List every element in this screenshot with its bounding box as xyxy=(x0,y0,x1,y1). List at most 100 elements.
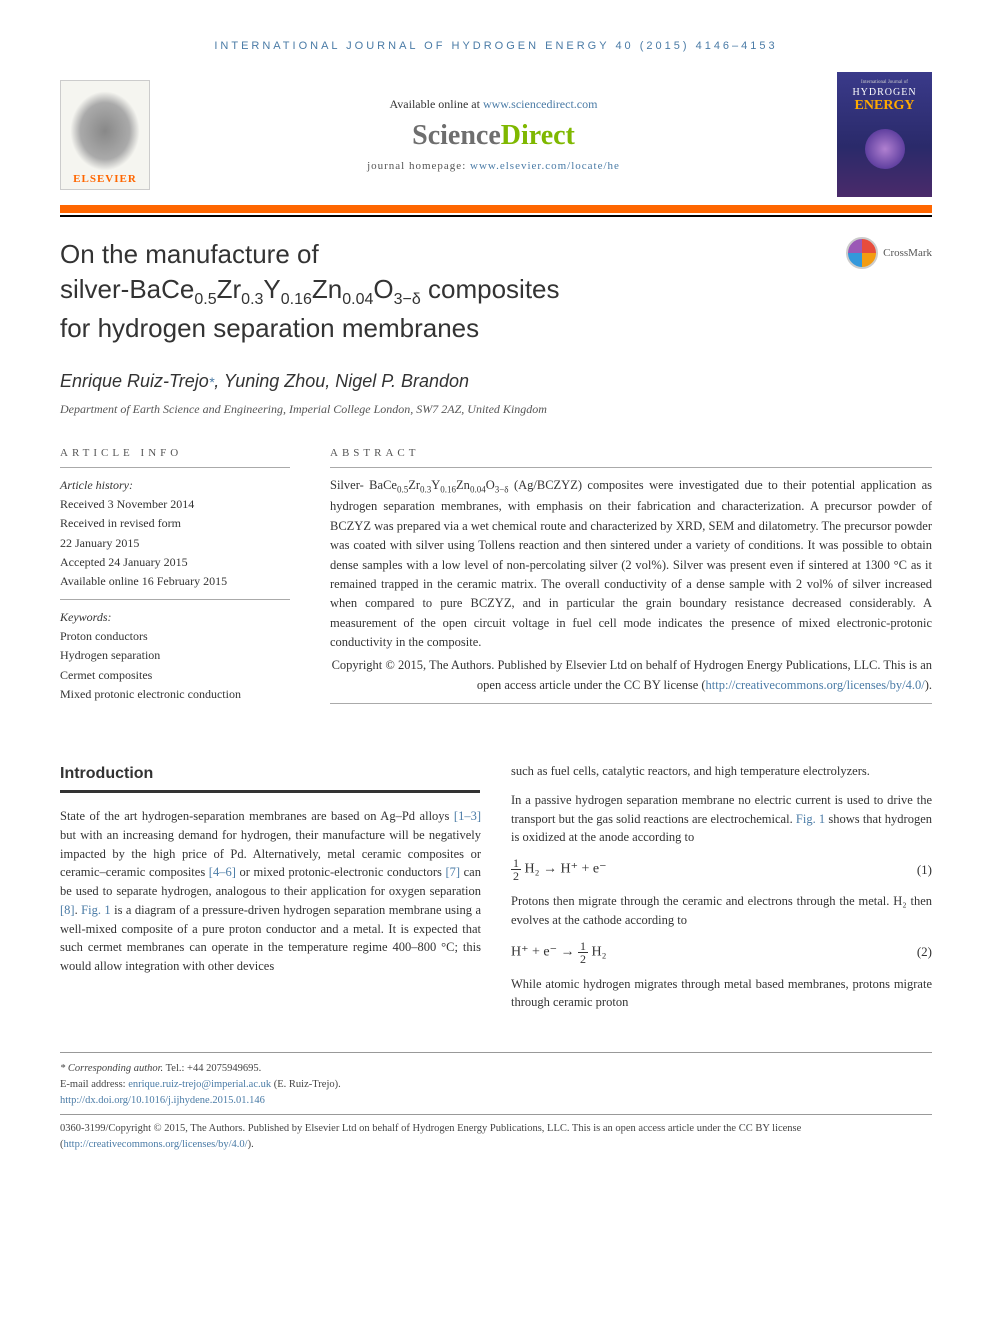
title-line1: On the manufacture of xyxy=(60,239,319,269)
issn-close: ). xyxy=(248,1139,254,1150)
body-column-left: Introduction State of the art hydrogen-s… xyxy=(60,762,481,1022)
elsevier-tree-icon xyxy=(70,91,140,171)
copyright-close: ). xyxy=(925,678,932,692)
abstract-heading: ABSTRACT xyxy=(330,447,932,459)
eq2-number: (2) xyxy=(917,942,932,962)
col2-p4: While atomic hydrogen migrates through m… xyxy=(511,975,932,1013)
info-abstract-row: ARTICLE INFO Article history: Received 3… xyxy=(60,447,932,712)
elsevier-logo[interactable]: ELSEVIER xyxy=(60,80,150,190)
eq2-pre: H⁺ + e⁻ → xyxy=(511,944,578,959)
keyword-1: Proton conductors xyxy=(60,627,290,646)
homepage-url[interactable]: www.elsevier.com/locate/he xyxy=(470,160,620,172)
eq1-expr: H₂ → H⁺ + e⁻ xyxy=(525,862,607,877)
abs-s3: 0.16 xyxy=(440,484,456,494)
title-o: O xyxy=(373,274,393,304)
abs-s5: 3−δ xyxy=(495,484,509,494)
journal-header-line: INTERNATIONAL JOURNAL OF HYDROGEN ENERGY… xyxy=(60,40,932,52)
author-1[interactable]: Enrique Ruiz-Trejo xyxy=(60,371,209,391)
abs-o: O xyxy=(486,478,495,492)
sciencedirect-logo[interactable]: ScienceDirect xyxy=(150,120,837,152)
introduction-heading: Introduction xyxy=(60,762,481,786)
sd-science-text: Science xyxy=(412,120,501,151)
equation-2: H⁺ + e⁻ → 12 H₂ (2) xyxy=(511,940,932,965)
fig-link-2[interactable]: Fig. 1 xyxy=(796,812,825,826)
history-online: Available online 16 February 2015 xyxy=(60,572,290,591)
title-sub3: 0.16 xyxy=(281,291,312,308)
col2-p3: Protons then migrate through the ceramic… xyxy=(511,892,932,930)
eq1-frac: 12 xyxy=(511,857,521,882)
issn-copyright-line: 0360-3199/Copyright © 2015, The Authors.… xyxy=(60,1121,932,1153)
keywords-label: Keywords: xyxy=(60,608,290,627)
body-column-right: such as fuel cells, catalytic reactors, … xyxy=(511,762,932,1022)
cc-license-link[interactable]: http://creativecommons.org/licenses/by/4… xyxy=(706,678,925,692)
history-accepted: Accepted 24 January 2015 xyxy=(60,553,290,572)
cover-top-text: International Journal of xyxy=(861,80,908,85)
abs-s4: 0.04 xyxy=(470,484,486,494)
abs-pre: Silver- BaCe xyxy=(330,478,397,492)
info-divider-2 xyxy=(60,599,290,600)
intro-heading-bar xyxy=(60,790,480,793)
available-online-text: Available online at www.sciencedirect.co… xyxy=(150,97,837,112)
title-zr: Zr xyxy=(217,274,242,304)
col2-p2: In a passive hydrogen separation membran… xyxy=(511,791,932,847)
ref-link-1[interactable]: [1–3] xyxy=(454,809,481,823)
history-received: Received 3 November 2014 xyxy=(60,495,290,514)
email-line: E-mail address: enrique.ruiz-trejo@imper… xyxy=(60,1077,932,1093)
abstract-column: ABSTRACT Silver- BaCe0.5Zr0.3Y0.16Zn0.04… xyxy=(330,447,932,712)
footer-cc-link[interactable]: http://creativecommons.org/licenses/by/4… xyxy=(64,1139,248,1150)
abs-y: Y xyxy=(431,478,440,492)
title-sub4: 0.04 xyxy=(342,291,373,308)
sd-direct-text: Direct xyxy=(501,120,575,151)
crossmark-badge[interactable]: CrossMark xyxy=(846,237,932,269)
corr-tel: Tel.: +44 2075949695. xyxy=(163,1063,261,1074)
eq1-body: 12 H₂ → H⁺ + e⁻ xyxy=(511,857,607,882)
article-info-heading: ARTICLE INFO xyxy=(60,447,290,459)
keyword-3: Cermet composites xyxy=(60,666,290,685)
ref-link-2[interactable]: [4–6] xyxy=(209,865,236,879)
abstract-text: Silver- BaCe0.5Zr0.3Y0.16Zn0.04O3−δ (Ag/… xyxy=(330,476,932,652)
body-columns: Introduction State of the art hydrogen-s… xyxy=(60,762,932,1022)
abs-zn: Zn xyxy=(456,478,470,492)
eq2-post: H₂ xyxy=(592,944,607,959)
ref-link-4[interactable]: [8] xyxy=(60,903,75,917)
info-divider-1 xyxy=(60,467,290,468)
abs-s2: 0.3 xyxy=(420,484,431,494)
sciencedirect-url[interactable]: www.sciencedirect.com xyxy=(483,97,598,111)
cover-hydrogen-text: HYDROGEN xyxy=(852,87,916,98)
top-banner: ELSEVIER Available online at www.science… xyxy=(60,72,932,197)
elsevier-label: ELSEVIER xyxy=(73,173,137,185)
journal-cover[interactable]: International Journal of HYDROGEN ENERGY xyxy=(837,72,932,197)
copyright-block: Copyright © 2015, The Authors. Published… xyxy=(330,656,932,695)
p1-pre: State of the art hydrogen-separation mem… xyxy=(60,809,454,823)
cover-graphic-icon xyxy=(865,129,905,169)
history-label: Article history: xyxy=(60,476,290,495)
eq2-num: 1 xyxy=(578,940,588,953)
abstract-bottom-divider xyxy=(330,703,932,704)
authors-rest: , Yuning Zhou, Nigel P. Brandon xyxy=(214,371,469,391)
keywords-block: Keywords: Proton conductors Hydrogen sep… xyxy=(60,608,290,704)
eq1-den: 2 xyxy=(511,870,521,882)
abs-s1: 0.5 xyxy=(397,484,408,494)
abs-zr: Zr xyxy=(408,478,420,492)
crossmark-label: CrossMark xyxy=(883,247,932,259)
black-divider-bar xyxy=(60,215,932,217)
eq2-body: H⁺ + e⁻ → 12 H₂ xyxy=(511,940,607,965)
ref-link-3[interactable]: [7] xyxy=(445,865,460,879)
eq1-number: (1) xyxy=(917,860,932,880)
abs-post: (Ag/BCZYZ) composites were investigated … xyxy=(330,478,932,649)
keyword-4: Mixed protonic electronic conduction xyxy=(60,685,290,704)
doi-link[interactable]: http://dx.doi.org/10.1016/j.ijhydene.201… xyxy=(60,1093,932,1109)
history-revised2: 22 January 2015 xyxy=(60,534,290,553)
equation-1: 12 H₂ → H⁺ + e⁻ (1) xyxy=(511,857,932,882)
eq2-frac: 12 xyxy=(578,940,588,965)
email-link[interactable]: enrique.ruiz-trejo@imperial.ac.uk xyxy=(128,1079,271,1090)
corr-label: * Corresponding author. xyxy=(60,1063,163,1074)
col2-p1: such as fuel cells, catalytic reactors, … xyxy=(511,762,932,781)
article-info-column: ARTICLE INFO Article history: Received 3… xyxy=(60,447,290,712)
affiliation: Department of Earth Science and Engineer… xyxy=(60,402,932,417)
footer-section: * Corresponding author. Tel.: +44 207594… xyxy=(60,1052,932,1153)
keyword-2: Hydrogen separation xyxy=(60,646,290,665)
title-line2-post: composites xyxy=(421,274,560,304)
fig-link-1[interactable]: Fig. 1 xyxy=(81,903,111,917)
p1-mid2: or mixed protonic-electronic conductors xyxy=(236,865,446,879)
